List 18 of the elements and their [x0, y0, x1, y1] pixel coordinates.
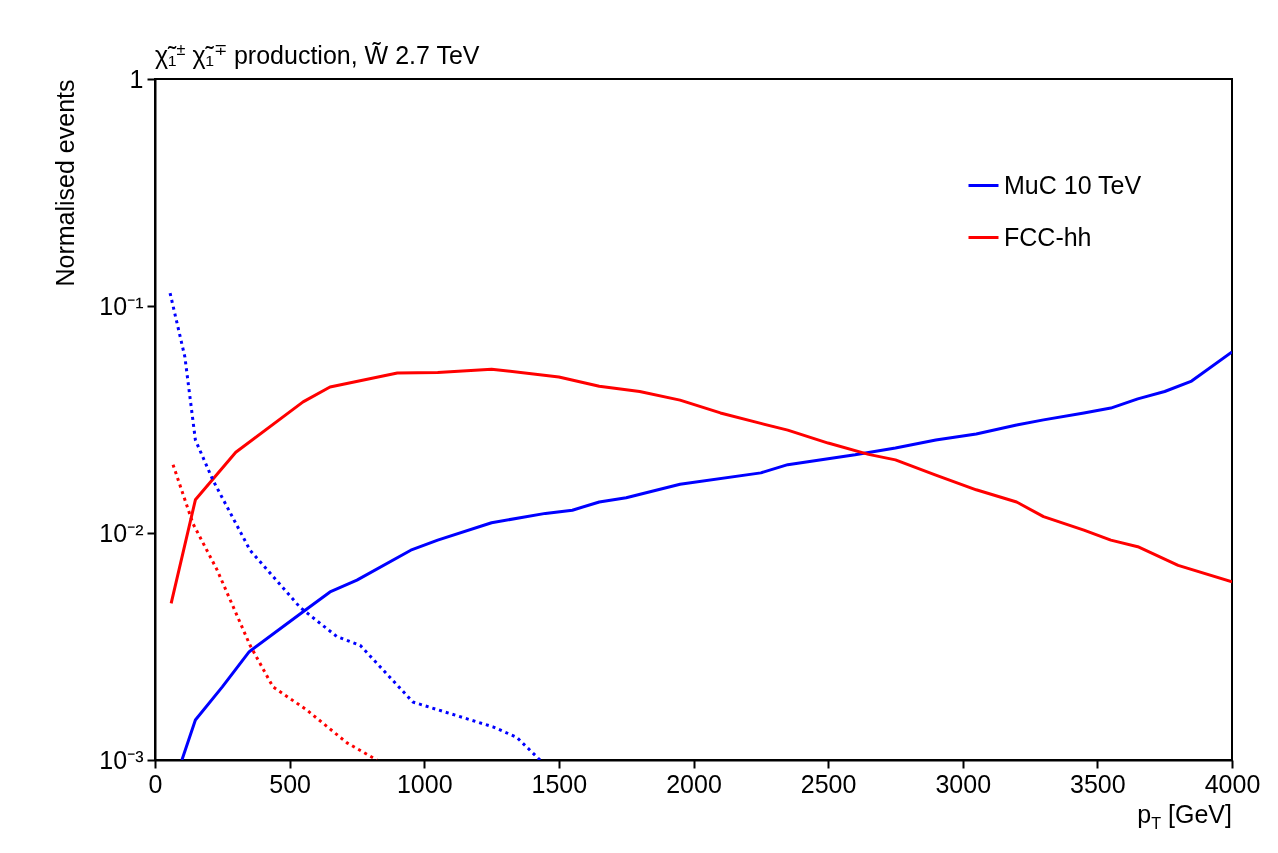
x-tick-label: 3000 — [935, 769, 992, 798]
x-axis-title: p$_{T}$ [GeV] — [1137, 800, 1232, 833]
y-axis-title: Normalised events — [51, 79, 80, 287]
x-tick-label: 1500 — [531, 769, 588, 798]
y-tick-label: 10⁻¹ — [99, 291, 144, 320]
y-tick-label: 10⁻² — [99, 518, 144, 547]
x-tick-label: 1000 — [396, 769, 453, 798]
y-tick-label: 1 — [129, 64, 144, 93]
legend-label: FCC-hh — [1004, 222, 1092, 251]
x-tick-label: 3500 — [1070, 769, 1126, 798]
legend-label: MuC 10 TeV — [1004, 170, 1142, 199]
y-tick-label: 10⁻³ — [99, 745, 144, 774]
x-tick-label: 2000 — [666, 769, 722, 798]
x-tick-label: 500 — [269, 769, 311, 798]
x-tick-label: 0 — [148, 769, 163, 798]
x-tick-label: 2500 — [800, 769, 857, 798]
x-tick-label: 4000 — [1204, 769, 1261, 798]
chart-title: χ̃₁$^{±}$ χ̃₁$^{∓}$ production, W̃ 2.7 TeV — [155, 40, 480, 71]
